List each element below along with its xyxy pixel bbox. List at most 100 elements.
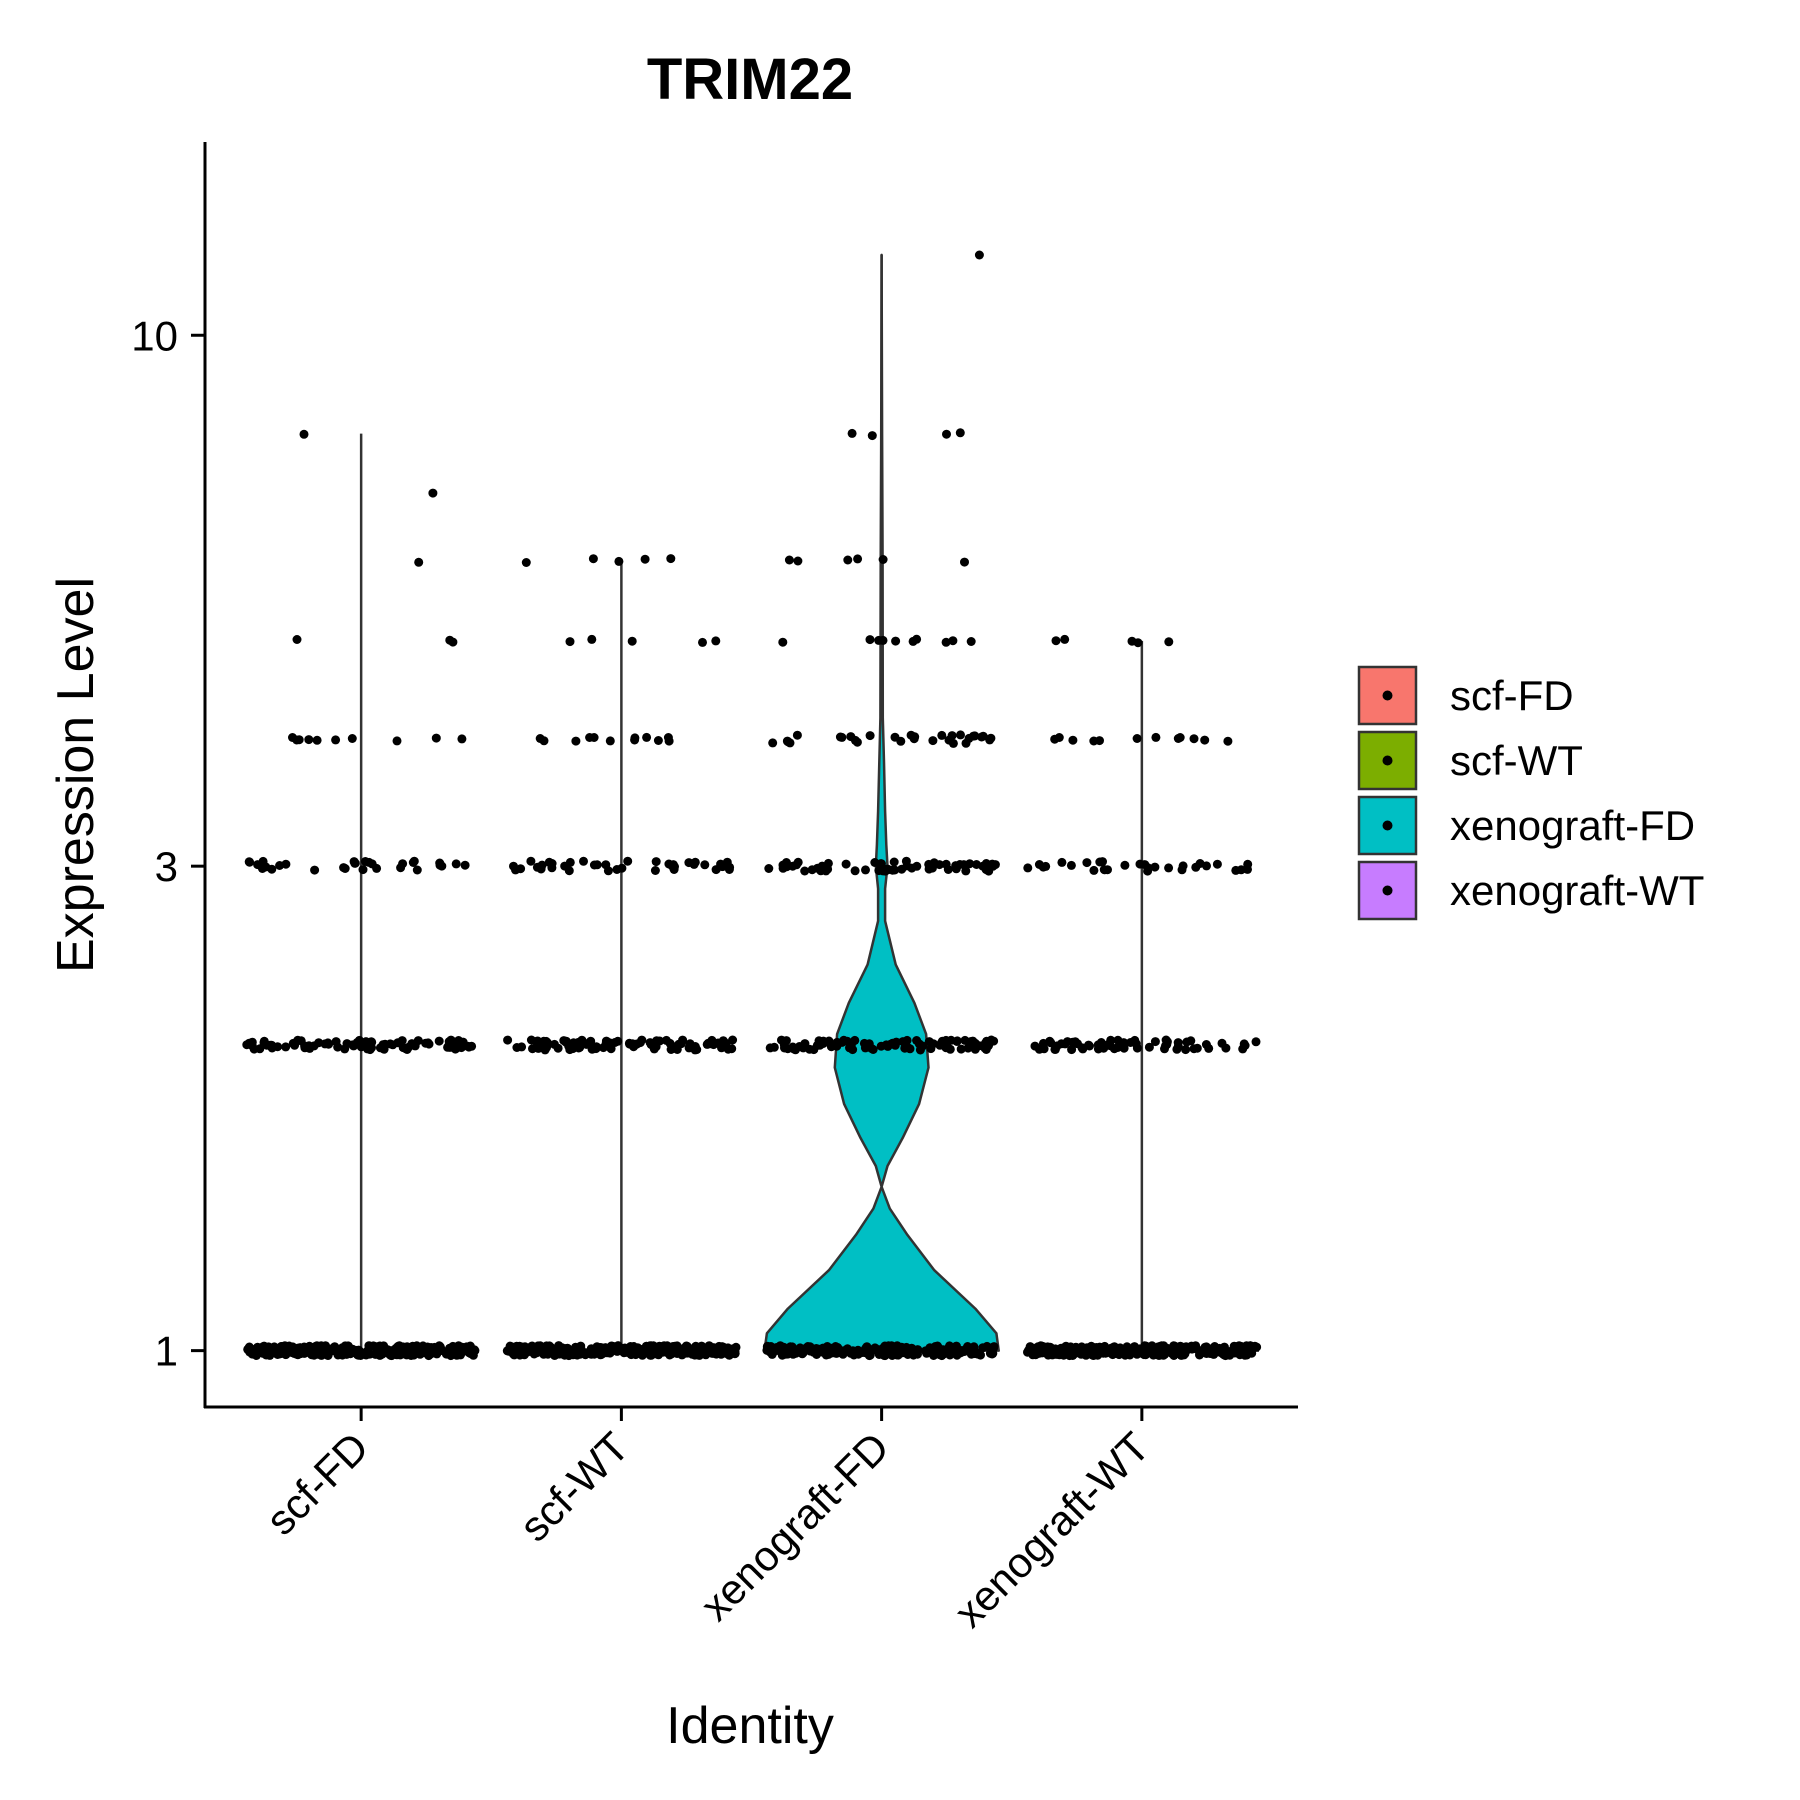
data-point (835, 1348, 845, 1357)
data-point (464, 1042, 474, 1052)
data-point (899, 1347, 909, 1357)
data-point (589, 860, 599, 870)
data-point (627, 636, 637, 646)
data-point (832, 1037, 842, 1047)
data-point (1151, 732, 1161, 742)
data-point (860, 1043, 870, 1053)
data-point (623, 856, 633, 866)
data-point (1212, 1347, 1222, 1357)
data-point (661, 1035, 671, 1045)
data-point (544, 1342, 554, 1352)
data-point (1095, 857, 1105, 867)
data-point (521, 558, 531, 567)
data-point (982, 1036, 992, 1046)
data-point (517, 1042, 527, 1052)
data-point (528, 1044, 537, 1054)
data-point (1068, 735, 1078, 745)
y-tick-label: 3 (155, 843, 178, 890)
data-point (780, 1043, 789, 1053)
data-point (428, 488, 438, 498)
legend-key (1357, 730, 1418, 791)
data-point (778, 637, 788, 647)
data-point (843, 555, 853, 565)
data-point (347, 734, 357, 743)
data-point (678, 1035, 688, 1045)
data-point (605, 1038, 614, 1048)
legend-item-xenograft-FD: xenograft-FD (1357, 795, 1695, 856)
data-point (800, 1039, 810, 1049)
data-point (539, 736, 549, 746)
data-point (650, 1349, 660, 1359)
data-point (666, 1045, 676, 1054)
data-point (257, 864, 267, 873)
data-point (392, 736, 402, 746)
data-point (823, 858, 833, 868)
data-point (850, 866, 860, 876)
data-point (955, 428, 965, 438)
data-point (598, 1043, 608, 1053)
data-point (462, 1342, 472, 1352)
data-point (451, 859, 461, 869)
data-point (1219, 1350, 1229, 1359)
data-point (1167, 1349, 1177, 1358)
data-point (300, 1041, 310, 1051)
data-point (1120, 860, 1130, 870)
chart-title: TRIM22 (647, 47, 853, 112)
data-point (426, 1349, 436, 1359)
data-point (1201, 1040, 1211, 1049)
data-point (959, 860, 969, 870)
data-point (902, 1042, 912, 1052)
data-point (1088, 1350, 1098, 1360)
data-point (952, 1036, 962, 1046)
data-point (1227, 1346, 1237, 1356)
data-point (1186, 1036, 1196, 1046)
data-point (719, 1348, 729, 1358)
data-point (692, 1350, 701, 1360)
data-point (1164, 637, 1174, 647)
data-point (792, 730, 802, 740)
data-point (605, 736, 615, 746)
data-point (878, 635, 888, 645)
data-point (1080, 1348, 1090, 1358)
data-point (550, 1039, 559, 1049)
data-point (824, 1036, 834, 1046)
data-point (288, 733, 297, 742)
data-point (689, 859, 699, 869)
data-point (902, 861, 912, 871)
data-point (565, 857, 575, 867)
data-point (1115, 1343, 1125, 1353)
data-point (891, 636, 901, 646)
data-point (640, 1344, 650, 1354)
data-point (835, 732, 845, 742)
data-point (266, 1347, 275, 1357)
data-point (333, 1042, 343, 1052)
data-point (890, 1040, 900, 1050)
data-point (711, 636, 721, 646)
data-point (960, 1035, 970, 1045)
data-point (655, 1036, 665, 1046)
data-point (1195, 1350, 1204, 1360)
data-point (312, 735, 322, 745)
legend-label: scf-FD (1450, 672, 1574, 719)
data-point (692, 1045, 702, 1055)
data-point (356, 1042, 366, 1052)
data-point (1132, 1043, 1142, 1053)
x-axis-title: Identity (666, 1697, 834, 1755)
data-point (506, 1344, 515, 1354)
data-point (626, 1350, 636, 1360)
data-point (966, 637, 976, 646)
data-point (889, 857, 899, 867)
data-point (972, 860, 981, 869)
data-point (1164, 863, 1174, 873)
data-point (1135, 859, 1145, 869)
data-point (1144, 1042, 1154, 1052)
data-point (1238, 1044, 1248, 1054)
data-point (527, 1346, 537, 1356)
data-point (454, 1341, 464, 1351)
data-point (447, 1349, 457, 1359)
data-point (565, 637, 575, 647)
data-point (865, 731, 875, 741)
data-point (978, 1343, 988, 1353)
data-point (1147, 1341, 1157, 1351)
data-point (531, 1036, 541, 1046)
